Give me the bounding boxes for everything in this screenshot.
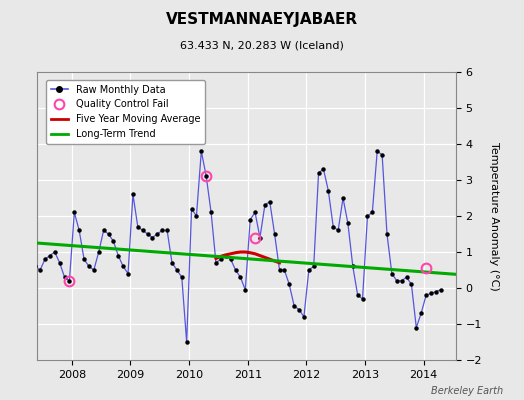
Text: VESTMANNAEYJABAER: VESTMANNAEYJABAER xyxy=(166,12,358,27)
Text: Berkeley Earth: Berkeley Earth xyxy=(431,386,503,396)
Legend: Raw Monthly Data, Quality Control Fail, Five Year Moving Average, Long-Term Tren: Raw Monthly Data, Quality Control Fail, … xyxy=(46,80,205,144)
Text: 63.433 N, 20.283 W (Iceland): 63.433 N, 20.283 W (Iceland) xyxy=(180,40,344,50)
Y-axis label: Temperature Anomaly (°C): Temperature Anomaly (°C) xyxy=(489,142,499,290)
